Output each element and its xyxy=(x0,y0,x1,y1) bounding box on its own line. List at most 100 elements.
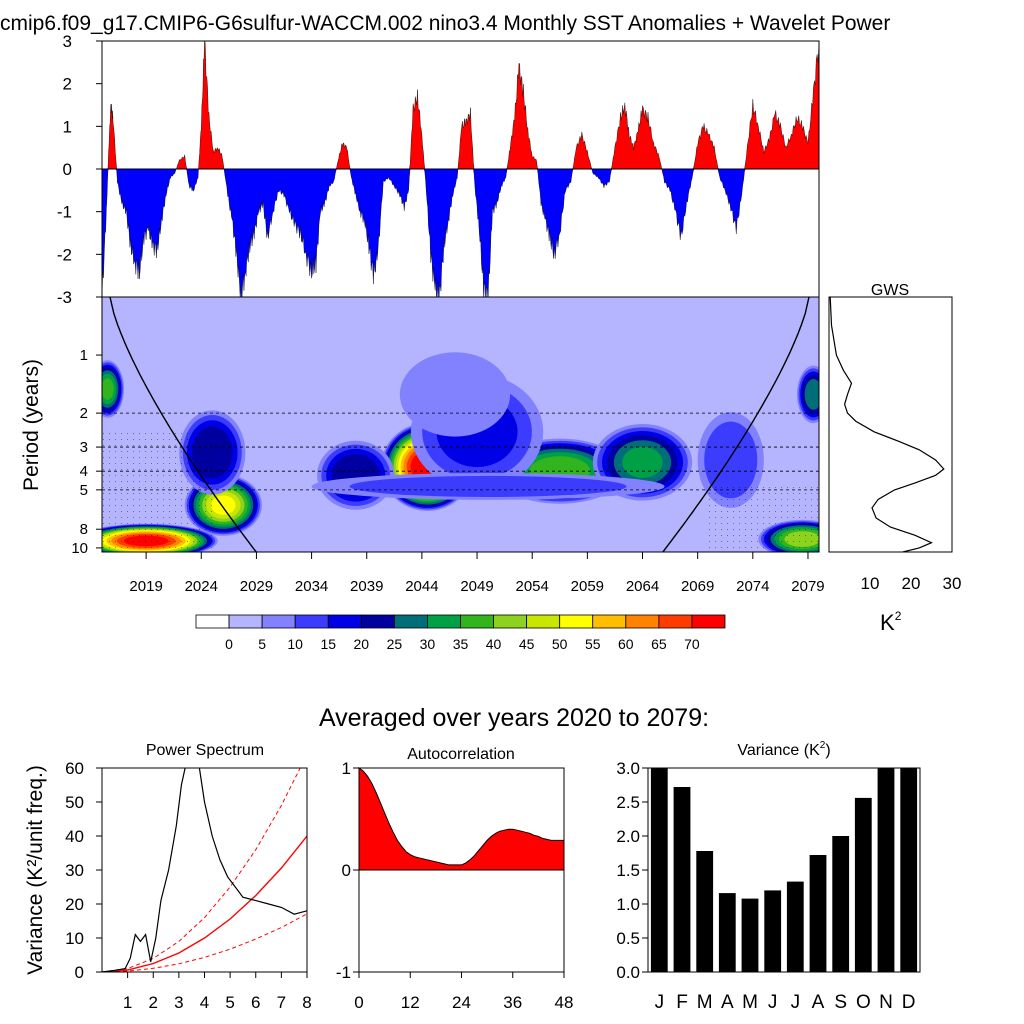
colorbar-label: 60 xyxy=(618,636,634,652)
wavelet-x-tick-label: 2019 xyxy=(129,578,162,595)
anomaly-y-tick-label: 1 xyxy=(63,117,72,136)
anomaly-y-tick-label: 3 xyxy=(63,32,72,51)
wavelet-y-label: Period (years) xyxy=(20,359,43,491)
autocorr-title: Autocorrelation xyxy=(407,746,515,763)
spectrum-y-tick-label: 40 xyxy=(65,827,84,846)
wavelet-y-tick-label: 10 xyxy=(71,540,88,557)
colorbar-box xyxy=(327,614,362,629)
variance-x-tick-label: D xyxy=(902,992,916,1013)
wavelet-y-tick-label: 4 xyxy=(80,463,88,480)
wavelet-x-tick-label: 2059 xyxy=(571,578,604,595)
variance-x-tick-label: A xyxy=(721,992,734,1013)
colorbar-label: 25 xyxy=(387,636,403,652)
autocorr-x-tick-label: 12 xyxy=(401,993,420,1012)
gws-x-tick-label: 10 xyxy=(861,574,880,593)
gws-frame xyxy=(828,296,953,553)
main-title: cmip6.f09_g17.CMIP6-G6sulfur-WACCM.002 n… xyxy=(0,12,890,35)
variance-bar xyxy=(650,768,668,972)
variance-x-tick-label: N xyxy=(879,992,893,1013)
autocorr-x-tick-label: 36 xyxy=(503,993,522,1012)
variance-x-tick-label: A xyxy=(812,992,825,1013)
variance-bar xyxy=(764,890,782,972)
spectrum-line xyxy=(102,768,307,972)
wavelet-x-tick-label: 2074 xyxy=(736,578,769,595)
wavelet-y-tick-label: 5 xyxy=(80,482,88,499)
wavelet-contour xyxy=(622,446,663,478)
spectrum-y-tick-label: 30 xyxy=(65,861,84,880)
colorbar-box xyxy=(195,614,230,629)
spectrum-red-lower xyxy=(102,913,307,972)
variance-x-tick-label: J xyxy=(768,992,778,1013)
wavelet-x-tick-label: 2039 xyxy=(350,578,383,595)
spectrum-y-tick-label: 50 xyxy=(65,793,84,812)
variance-x-tick-label: S xyxy=(834,992,847,1013)
variance-bar xyxy=(877,768,895,972)
colorbar-box xyxy=(625,614,660,629)
spectrum-x-tick-label: 2 xyxy=(149,993,158,1012)
variance-bar xyxy=(832,836,850,972)
wavelet-y-tick-label: 3 xyxy=(80,439,88,456)
wavelet-x-axis: 2019 2024 2029 2034 2039 2044 2049 2054 2059 2064… xyxy=(129,552,825,595)
anomaly-y-tick-label: -3 xyxy=(57,288,72,307)
gws-panel: GWS 10 20 30 K2 xyxy=(828,282,962,635)
spectrum-x-tick-label: 7 xyxy=(277,993,286,1012)
colorbar-labels: 0 5 10 15 20 25 30 35 40 45 50 55 60 65 70 xyxy=(225,636,700,652)
colorbar-box xyxy=(427,614,461,629)
variance-x-tick-label: M xyxy=(742,992,758,1013)
gws-line xyxy=(829,297,945,552)
gws-x-tick-label: 30 xyxy=(943,574,962,593)
spectrum-y-label: Variance (K²/unit freq.) xyxy=(24,765,47,975)
anomaly-negative-area xyxy=(102,168,819,297)
colorbar-label: 0 xyxy=(225,636,233,652)
variance-y-axis: 0.0 0.5 1.0 1.5 2.0 2.5 3.0 xyxy=(616,759,648,982)
wavelet-significance xyxy=(709,482,819,552)
autocorrelation-panel: Autocorrelation 0 12 24 36 48 -101 xyxy=(336,746,574,1012)
autocorr-x-axis: 0 12 24 36 48 xyxy=(354,972,573,1012)
autocorr-y-axis: -1 0 1 xyxy=(336,759,359,982)
colorbar-box xyxy=(658,614,693,629)
wavelet-y-tick-label: 1 xyxy=(80,347,88,364)
wavelet-y-axis: 1 2 3 4 5 8 10 xyxy=(71,347,102,557)
colorbar-box xyxy=(460,614,494,629)
autocorr-x-tick-label: 24 xyxy=(452,993,471,1012)
wavelet-contour xyxy=(211,495,236,515)
wavelet-y-tick-label: 2 xyxy=(80,405,88,422)
colorbar-label: 30 xyxy=(420,636,436,652)
variance-bar xyxy=(809,855,827,972)
wavelet-x-tick-label: 2024 xyxy=(185,578,218,595)
anomaly-panel: -3 -2 -1 0 1 2 3 xyxy=(57,32,820,307)
anomaly-y-tick-label: -1 xyxy=(57,203,72,222)
wavelet-contour xyxy=(399,352,511,437)
variance-y-tick-label: 2.0 xyxy=(616,827,640,846)
colorbar-box xyxy=(592,614,627,629)
spectrum-x-tick-label: 3 xyxy=(174,993,183,1012)
variance-bar xyxy=(900,768,918,972)
colorbar-box xyxy=(228,614,263,629)
spectrum-x-tick-label: 4 xyxy=(200,993,209,1012)
colorbar-label: 40 xyxy=(486,636,502,652)
spectrum-title: Power Spectrum xyxy=(146,742,264,759)
variance-bar xyxy=(786,881,804,972)
wavelet-contour xyxy=(349,475,627,497)
colorbar: 0 5 10 15 20 25 30 35 40 45 50 55 60 65 70 xyxy=(195,614,726,652)
spectrum-y-tick-label: 20 xyxy=(65,895,84,914)
cone-of-influence xyxy=(109,297,810,552)
autocorr-x-tick-label: 0 xyxy=(354,993,363,1012)
gws-x-tick-label: 20 xyxy=(902,574,921,593)
cone-of-influence-right xyxy=(661,297,810,552)
colorbar-box xyxy=(559,614,594,629)
colorbar-label: 45 xyxy=(519,636,535,652)
colorbar-label: 70 xyxy=(684,636,700,652)
autocorr-area xyxy=(358,767,565,871)
gws-x-label-sup: 2 xyxy=(895,609,902,623)
variance-y-tick-label: 0.0 xyxy=(616,963,640,982)
wavelet-x-tick-label: 2079 xyxy=(791,578,824,595)
variance-y-tick-label: 0.5 xyxy=(616,929,640,948)
wavelet-x-tick-label: 2069 xyxy=(681,578,714,595)
variance-title-end: ) xyxy=(825,742,830,759)
colorbar-box xyxy=(261,614,296,629)
